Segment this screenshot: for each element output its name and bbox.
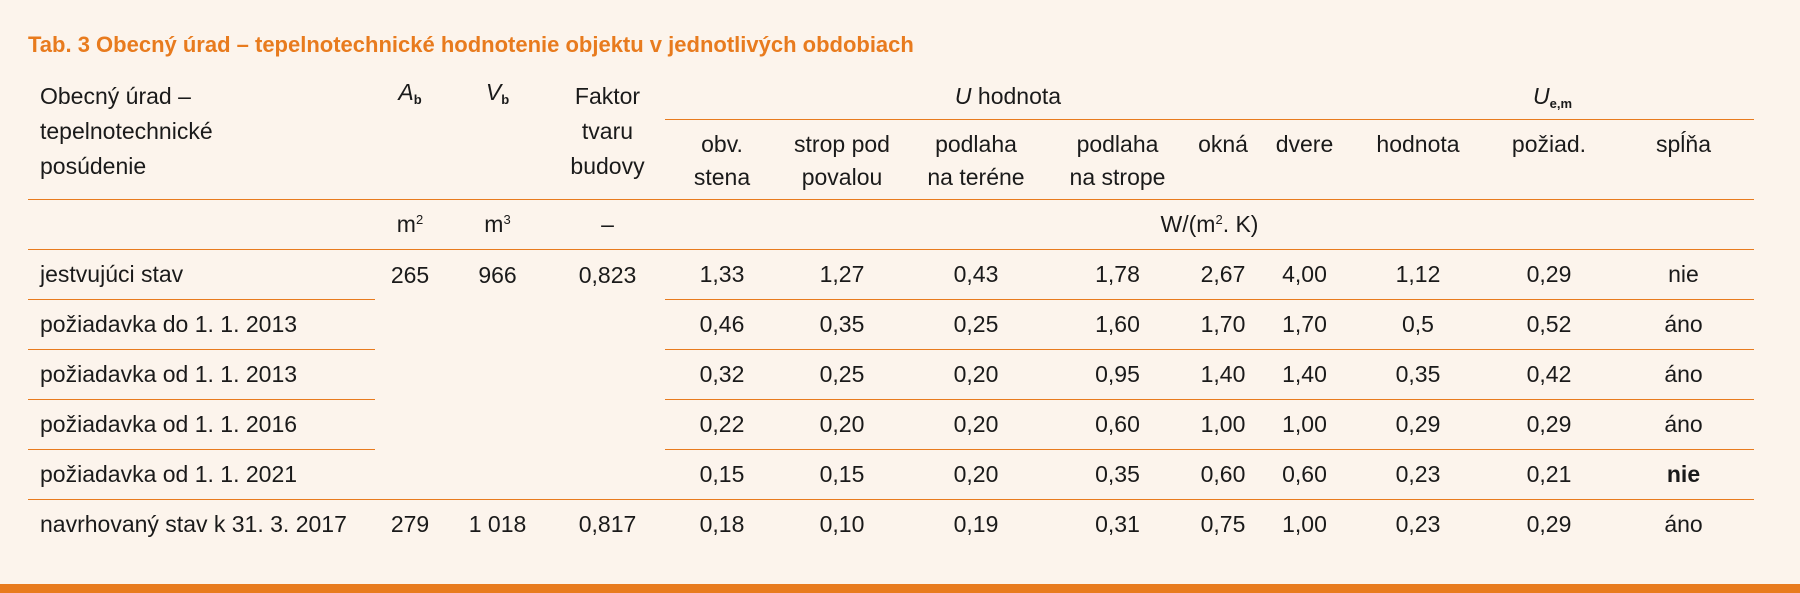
table-row-proposed: navrhovaný stav k 31. 3. 2017 279 1 018 …	[28, 499, 1754, 549]
cell-vb: 966	[478, 261, 517, 288]
table-caption: Tab. 3 Obecný úrad – tepelnotechnické ho…	[28, 32, 914, 57]
header-ab: Ab	[375, 75, 445, 200]
header-vb: Vb	[445, 75, 550, 200]
cell-faktor: 0,823	[578, 261, 637, 288]
unit-faktor: –	[550, 199, 665, 250]
header-sub-col: obv. stena	[665, 119, 779, 200]
header-sub-col: okná	[1188, 119, 1258, 200]
table-row: požiadavka do 1. 1. 2013 0,46 0,35 0,25 …	[28, 299, 1754, 350]
header-sub-col: spĺňa	[1613, 119, 1754, 200]
header-sub-col: strop pod povalou	[779, 119, 905, 200]
header-sub-col: dvere	[1258, 119, 1351, 200]
header-sub-col: hodnota	[1351, 119, 1485, 200]
header-u-group: U hodnota	[665, 75, 1351, 120]
thermal-evaluation-table: Obecný úrad – tepelnotechnické posúdenie…	[28, 75, 1754, 549]
unit-vb: m3	[445, 199, 550, 250]
unit-ab: m2	[375, 199, 445, 250]
header-faktor: Faktor tvaru budovy	[550, 75, 665, 200]
table-row: požiadavka od 1. 1. 2013 0,32 0,25 0,20 …	[28, 349, 1754, 400]
header-sub-col: podlaha na teréne	[905, 119, 1047, 200]
table-row: požiadavka od 1. 1. 2021 0,15 0,15 0,20 …	[40, 460, 1701, 487]
bottom-accent-bar	[0, 584, 1800, 593]
header-first-col: Obecný úrad – tepelnotechnické posúdenie	[28, 75, 375, 200]
header-uem-group: Ue,m	[1351, 75, 1754, 120]
unit-u: W/(m2. K)	[665, 199, 1754, 250]
table-row: jestvujúci stav 265 966 0,823 1,33 1,27 …	[28, 249, 1754, 300]
header-sub-col: podlaha na strope	[1047, 119, 1188, 200]
table-row: požiadavka od 1. 1. 2016 0,22 0,20 0,20 …	[28, 399, 1754, 450]
header-sub-col: požiad.	[1485, 119, 1613, 200]
cell-ab: 265	[390, 261, 430, 288]
